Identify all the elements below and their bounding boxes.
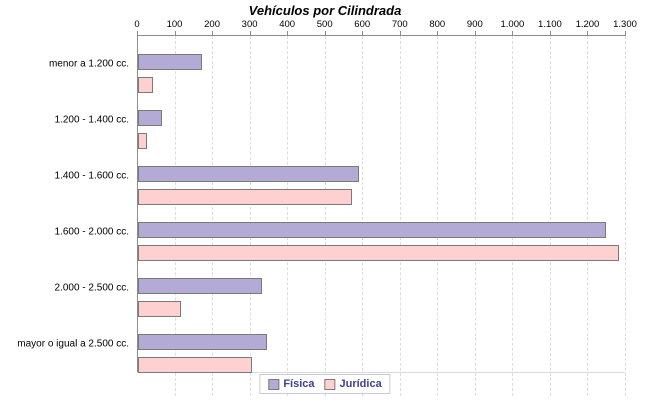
x-tick-mark <box>474 31 476 36</box>
x-tick-mark <box>399 31 401 36</box>
category-label: 2.000 - 2.500 cc. <box>54 282 130 294</box>
category-label: 1.600 - 2.000 cc. <box>54 226 130 238</box>
x-tick-label: 1.200 <box>575 19 600 30</box>
bar-juridica <box>138 77 153 93</box>
bar-juridica <box>138 189 352 205</box>
x-tick-mark <box>324 31 326 36</box>
x-tick-mark <box>625 31 626 36</box>
legend-label: Jurídica <box>339 378 382 390</box>
legend-entry: Jurídica <box>324 378 382 390</box>
category-label: mayor o igual a 2.500 cc. <box>17 338 129 350</box>
x-tick-label: 800 <box>429 19 446 30</box>
plot-bottom-border <box>137 372 625 373</box>
category-label: 1.200 - 1.400 cc. <box>54 114 130 126</box>
category-label: 1.400 - 1.600 cc. <box>54 170 130 182</box>
bar-fisica <box>138 222 607 238</box>
bar-group <box>138 316 625 373</box>
bar-juridica <box>138 357 253 373</box>
bar-fisica <box>138 334 268 350</box>
category-row: 1.400 - 1.600 cc. <box>0 148 650 205</box>
x-tick-label: 1.300 <box>613 19 637 30</box>
legend-label: Física <box>283 378 315 390</box>
x-tick-mark <box>437 31 439 36</box>
x-tick-label: 0 <box>134 19 140 30</box>
x-tick-label: 200 <box>204 19 220 30</box>
bar-group <box>138 204 625 261</box>
bar-fisica <box>138 110 163 126</box>
category-row: 2.000 - 2.500 cc. <box>0 260 650 317</box>
category-rows: menor a 1.200 cc. 1.200 - 1.400 cc. 1.400 … <box>0 36 650 373</box>
bar-group <box>138 148 625 205</box>
chart-title: Vehículos por Cilindrada <box>248 3 402 18</box>
x-tick-label: 900 <box>466 19 483 30</box>
bar-group <box>138 36 625 93</box>
category-row: mayor o igual a 2.500 cc. <box>0 316 650 373</box>
x-tick-mark <box>512 31 514 36</box>
x-tick-label: 1.000 <box>500 19 525 30</box>
x-tick-label: 1.100 <box>538 19 562 30</box>
bar-juridica <box>138 133 148 149</box>
category-row: 1.600 - 2.000 cc. <box>0 204 650 261</box>
x-tick-label: 300 <box>241 19 258 30</box>
x-axis-labels: 0 100 200 300 400 500 600 700 800 900 1.000 1.100 1.… <box>134 19 637 31</box>
x-tick-mark <box>287 31 289 36</box>
x-tick-mark <box>249 31 251 36</box>
x-tick-mark <box>362 31 364 36</box>
x-tick-mark <box>587 31 589 36</box>
y-axis-line <box>137 35 138 372</box>
bar-group <box>138 92 625 149</box>
bar-fisica <box>138 278 262 294</box>
x-tick-label: 500 <box>316 19 333 30</box>
bar-juridica <box>138 245 620 261</box>
x-tick-label: 100 <box>166 19 183 30</box>
x-tick-label: 700 <box>391 19 408 30</box>
x-tick-mark <box>212 31 214 36</box>
legend: Física Jurídica <box>259 374 391 394</box>
x-tick-mark <box>137 31 138 36</box>
x-tick-mark <box>549 31 551 36</box>
x-tick-label: 400 <box>279 19 296 30</box>
legend-swatch <box>324 378 336 390</box>
category-row: 1.200 - 1.400 cc. <box>0 92 650 149</box>
x-tick-mark <box>174 31 176 36</box>
bar-fisica <box>138 166 360 182</box>
category-row: menor a 1.200 cc. <box>0 36 650 93</box>
legend-swatch <box>268 378 280 390</box>
legend-entry: Física <box>268 378 315 390</box>
bar-juridica <box>138 301 182 317</box>
category-label: menor a 1.200 cc. <box>48 58 129 70</box>
x-axis-line <box>137 35 625 36</box>
bar-fisica <box>138 54 202 70</box>
x-tick-label: 600 <box>354 19 371 30</box>
bar-group <box>138 260 625 317</box>
